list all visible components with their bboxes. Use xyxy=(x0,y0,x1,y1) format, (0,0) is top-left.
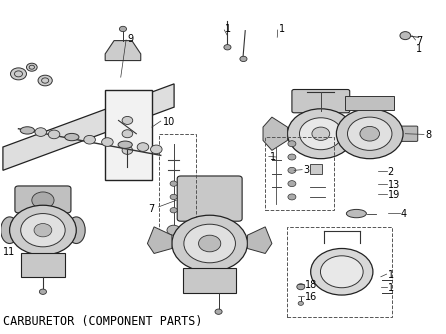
FancyBboxPatch shape xyxy=(292,90,350,113)
Circle shape xyxy=(102,138,113,146)
Polygon shape xyxy=(3,84,174,170)
Circle shape xyxy=(167,225,180,235)
Polygon shape xyxy=(263,117,288,150)
Text: 1: 1 xyxy=(279,24,285,34)
Circle shape xyxy=(34,223,52,237)
Circle shape xyxy=(21,213,65,247)
Circle shape xyxy=(215,309,222,314)
Bar xyxy=(21,254,65,277)
Text: 8: 8 xyxy=(425,130,431,140)
Circle shape xyxy=(198,235,221,252)
Text: 16: 16 xyxy=(305,292,318,302)
Circle shape xyxy=(10,68,26,80)
Bar xyxy=(265,137,334,210)
Text: 1: 1 xyxy=(225,24,231,34)
Circle shape xyxy=(122,130,133,138)
Text: 1: 1 xyxy=(417,44,422,54)
Bar xyxy=(183,269,236,293)
Circle shape xyxy=(39,289,46,294)
Circle shape xyxy=(9,205,76,255)
Ellipse shape xyxy=(67,217,85,243)
Circle shape xyxy=(84,135,95,144)
Circle shape xyxy=(321,256,363,288)
Circle shape xyxy=(170,207,177,213)
Text: 2: 2 xyxy=(388,167,394,177)
Circle shape xyxy=(400,32,411,40)
Circle shape xyxy=(288,167,296,173)
Circle shape xyxy=(122,117,133,125)
Bar xyxy=(310,164,322,174)
Text: 13: 13 xyxy=(388,180,400,190)
Circle shape xyxy=(26,63,37,71)
Circle shape xyxy=(122,146,133,154)
Circle shape xyxy=(137,143,149,151)
Circle shape xyxy=(38,75,52,86)
Circle shape xyxy=(151,145,162,154)
Circle shape xyxy=(35,128,46,136)
Circle shape xyxy=(336,109,403,159)
Polygon shape xyxy=(248,227,272,254)
Text: 7: 7 xyxy=(417,36,423,46)
Circle shape xyxy=(32,192,54,208)
Text: 19: 19 xyxy=(388,190,400,200)
Text: CMS: CMS xyxy=(118,132,139,142)
Circle shape xyxy=(298,301,303,305)
Circle shape xyxy=(170,181,177,186)
Text: 7: 7 xyxy=(148,204,154,213)
Ellipse shape xyxy=(114,94,141,107)
Circle shape xyxy=(240,56,247,61)
Text: 10: 10 xyxy=(163,117,175,127)
Circle shape xyxy=(297,284,305,290)
Ellipse shape xyxy=(20,127,34,134)
Bar xyxy=(158,134,196,243)
Circle shape xyxy=(120,26,127,32)
Bar xyxy=(105,91,152,180)
Ellipse shape xyxy=(1,217,18,243)
Circle shape xyxy=(288,181,296,187)
Ellipse shape xyxy=(347,209,366,218)
Text: 4: 4 xyxy=(401,208,407,218)
Text: 9: 9 xyxy=(128,34,133,44)
FancyBboxPatch shape xyxy=(177,176,242,221)
Circle shape xyxy=(288,194,296,200)
Text: 1: 1 xyxy=(388,270,394,280)
Bar xyxy=(345,97,394,110)
Ellipse shape xyxy=(65,133,79,141)
Polygon shape xyxy=(354,117,374,150)
Circle shape xyxy=(288,109,354,159)
Text: 1: 1 xyxy=(388,284,394,293)
Circle shape xyxy=(48,130,60,139)
Ellipse shape xyxy=(118,141,132,148)
Circle shape xyxy=(170,194,177,200)
Polygon shape xyxy=(148,227,172,254)
Circle shape xyxy=(288,154,296,160)
Circle shape xyxy=(312,127,330,140)
Text: 18: 18 xyxy=(305,280,318,290)
Polygon shape xyxy=(105,41,141,60)
Text: 1: 1 xyxy=(270,152,276,162)
Circle shape xyxy=(360,127,380,141)
Text: 11: 11 xyxy=(3,247,15,257)
Circle shape xyxy=(224,45,231,50)
FancyBboxPatch shape xyxy=(15,186,71,213)
Circle shape xyxy=(347,117,392,150)
FancyBboxPatch shape xyxy=(397,126,418,141)
Text: 3: 3 xyxy=(303,165,309,175)
Circle shape xyxy=(184,224,235,263)
Bar xyxy=(288,227,392,317)
Circle shape xyxy=(288,141,296,147)
Circle shape xyxy=(299,118,342,150)
Circle shape xyxy=(172,215,248,272)
Text: CARBURETOR (COMPONENT PARTS): CARBURETOR (COMPONENT PARTS) xyxy=(3,315,202,328)
FancyBboxPatch shape xyxy=(335,126,355,141)
Circle shape xyxy=(311,248,373,295)
